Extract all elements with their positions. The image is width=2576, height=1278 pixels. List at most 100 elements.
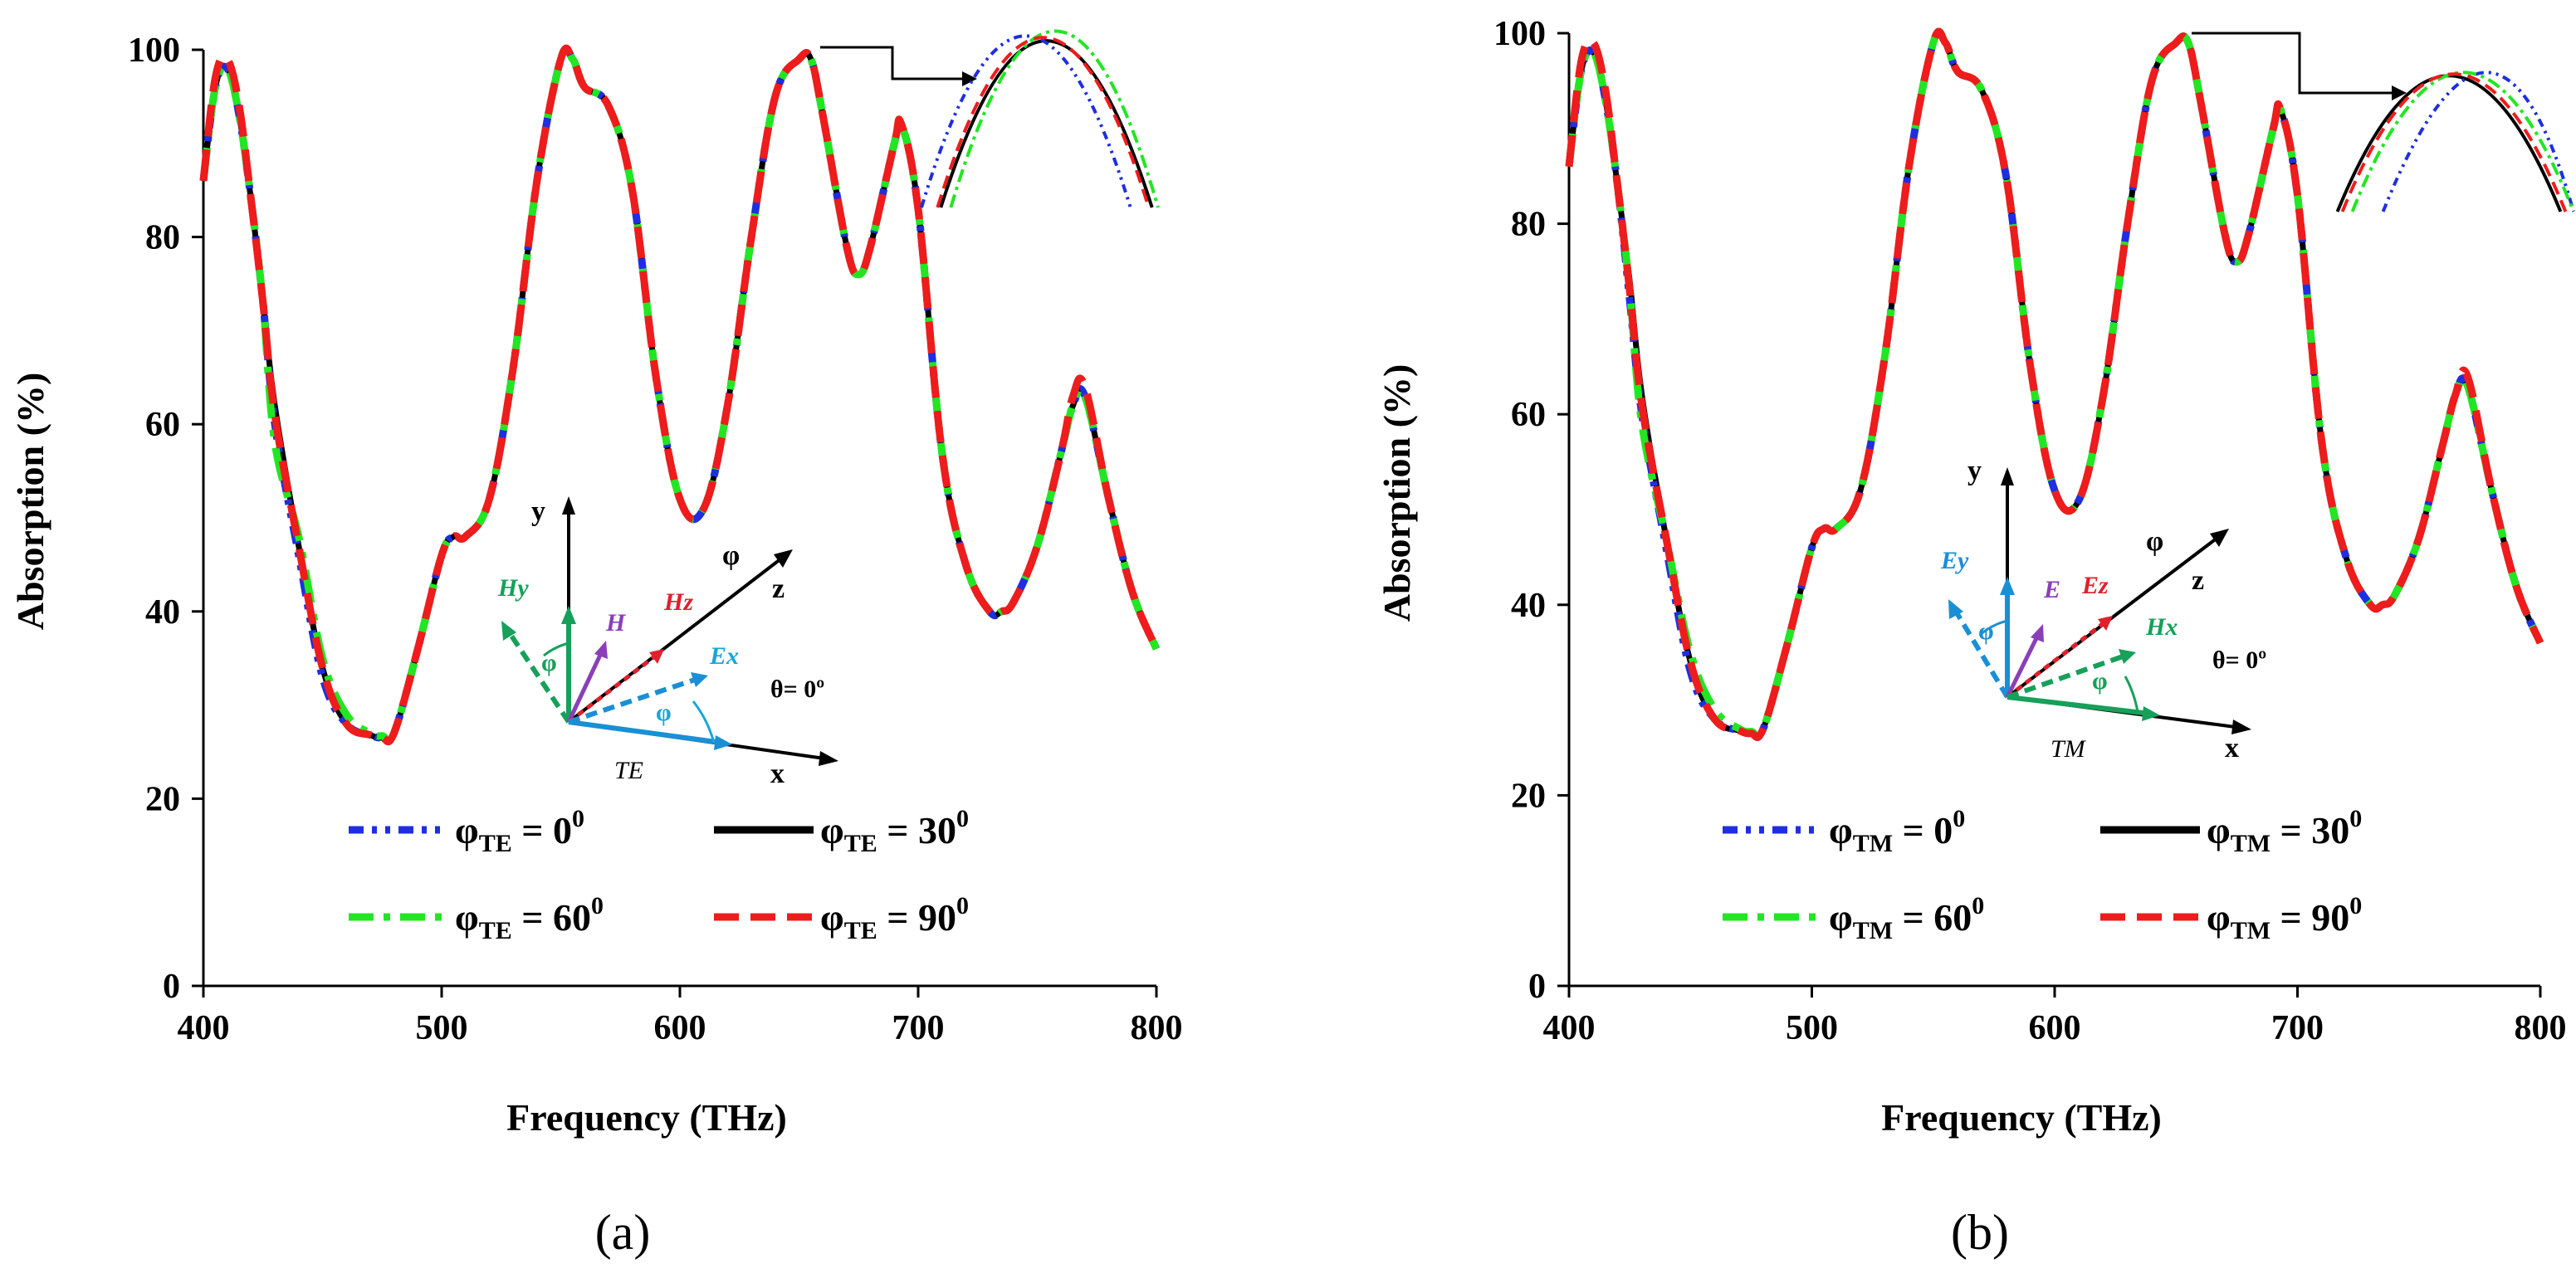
zoom-curve-3: [2340, 72, 2568, 212]
zoom-curve-0: [920, 34, 1132, 208]
zoom-curve-3: [936, 36, 1151, 208]
inset-b-x-label: x: [2225, 733, 2239, 763]
x-tick-label: 700: [2271, 1009, 2324, 1047]
inset-a-phi-label: φ: [722, 540, 740, 571]
inset-a-z-arrowhead: [774, 549, 793, 568]
legend-label-1: φTE = 300: [820, 805, 969, 857]
y-tick-label: 100: [128, 32, 180, 70]
inset-b-ey-dashed-arrowhead: [1948, 599, 1963, 619]
panel-b-zoom-inset: [2192, 32, 2575, 212]
y-tick-label: 20: [145, 780, 180, 818]
panel-a-axes: 0 20 40 60 80 100 400 500 600 700 800 Frequency (TH…: [9, 32, 1183, 1139]
inset-a-hy-label: Hy: [497, 574, 529, 602]
x-tick-label: 700: [892, 1009, 945, 1047]
inset-a-angle-arc-h: [543, 641, 569, 657]
zoom-curve-1: [939, 39, 1154, 208]
inset-a-x-arrowhead: [819, 751, 838, 766]
zoom-curve-0: [2381, 71, 2575, 212]
panel-b-legend: φTM = 00 φTM = 300 φTM = 600 φTM = 900: [1723, 805, 2362, 944]
panel-a-series: [199, 44, 1161, 746]
inset-b-ey-arrowhead: [2000, 577, 2015, 595]
legend-label-3: φTM = 900: [2207, 892, 2362, 944]
inset-b-ey-label: Ey: [1940, 547, 1969, 574]
legend-label-1: φTM = 300: [2207, 805, 2362, 857]
x-tick-label: 500: [1786, 1009, 1838, 1047]
inset-a-ex-dashed-arrowhead: [691, 672, 708, 687]
inset-b-hx-vector: [2007, 695, 2151, 716]
inset-a-x-label: x: [770, 759, 785, 789]
y-tick-label: 100: [1493, 15, 1546, 53]
inset-a-ex-vector: [568, 719, 723, 745]
inset-b-x-arrowhead: [2231, 719, 2251, 734]
inset-a-h-vector: [566, 650, 604, 724]
inset-a-angle-label-h: φ: [541, 649, 557, 676]
y-tick-label: 40: [1511, 587, 1546, 625]
y-axis-title: Absorption (%): [1376, 364, 1418, 622]
inset-a-theta-label: θ= 0º: [770, 676, 824, 703]
inset-b-hx-dashed-vector: [2007, 653, 2126, 700]
inset-a-ex-dashed-vector: [568, 676, 698, 724]
zoom-curve-2: [2350, 71, 2575, 212]
series-line-3: [1565, 27, 2544, 741]
zoom-arrowhead: [2392, 85, 2407, 100]
legend-label-3: φTE = 900: [820, 892, 969, 944]
legend-label-2: φTE = 600: [455, 892, 604, 944]
inset-b-y-arrowhead: [2001, 467, 2014, 485]
y-tick-label: 0: [1528, 968, 1546, 1006]
panel-b-field-diagram: y x z φ θ= 0º TM Ey E Ez Hx: [1940, 456, 2266, 763]
y-tick-label: 20: [1511, 777, 1546, 815]
zoom-curve-1: [2335, 74, 2563, 212]
inset-b-hx-label: Hx: [2145, 613, 2178, 641]
series-line-0: [1565, 27, 2544, 741]
inset-b-y-label: y: [1967, 456, 1982, 486]
legend-label-0: φTM = 00: [1829, 805, 1965, 857]
inset-b-z-axis: [2006, 534, 2222, 699]
zoom-curve-2: [949, 29, 1160, 208]
panel-b-chart: 0 20 40 60 80 100 400 500 600 700 800 Frequency (TH…: [1376, 15, 2575, 1260]
inset-a-hz-label: Hz: [663, 588, 693, 616]
panel-a-legend: φTE = 00 φTE = 300 φTE = 600 φTE = 900: [349, 805, 969, 944]
panel-a-zoom-inset: [820, 29, 1160, 208]
inset-a-hz-arrowhead: [649, 649, 664, 664]
x-tick-label: 800: [1131, 1009, 1183, 1047]
y-axis-title: Absorption (%): [9, 373, 51, 631]
series-line-2: [1565, 27, 2544, 741]
inset-a-y-arrowhead: [562, 496, 575, 515]
inset-a-h-arrowhead: [594, 641, 608, 659]
inset-b-e-label: E: [2043, 576, 2060, 603]
zoom-arrow: [2192, 32, 2395, 95]
y-tick-label: 80: [145, 219, 180, 257]
panel-a-field-diagram: y x z φ θ= 0º TE Hy H Hz Ex: [497, 496, 838, 789]
inset-b-z-label: z: [2192, 565, 2204, 596]
inset-b-mode-label: TM: [2051, 735, 2087, 763]
inset-b-angle-label-h: φ: [2092, 667, 2108, 695]
inset-a-z-label: z: [772, 573, 785, 604]
y-tick-label: 0: [163, 968, 180, 1006]
y-tick-label: 80: [1511, 206, 1546, 244]
panel-b-label: (b): [1951, 1205, 2009, 1260]
x-tick-label: 800: [2515, 1009, 2567, 1047]
x-tick-label: 600: [2029, 1009, 2081, 1047]
x-tick-label: 500: [416, 1009, 468, 1047]
legend-label-2: φTM = 600: [1829, 892, 1984, 944]
inset-b-phi-label: φ: [2146, 526, 2163, 557]
inset-b-e-arrowhead: [2031, 624, 2044, 642]
inset-b-ez-vector: [2006, 621, 2106, 699]
panel-b-axes: 0 20 40 60 80 100 400 500 600 700 800 Frequency (TH…: [1376, 15, 2567, 1139]
inset-b-angle-label-e: φ: [1978, 617, 1994, 645]
series-line-3: [199, 44, 1161, 746]
inset-b-ez-arrowhead: [2098, 616, 2113, 631]
zoom-arrow: [820, 46, 965, 80]
inset-b-ez-label: Ez: [2081, 572, 2109, 599]
panel-a-chart: 0 20 40 60 80 100 400 500 600 700 800 Frequency (TH…: [9, 29, 1183, 1260]
inset-a-hy-dashed-arrowhead: [501, 621, 516, 641]
inset-a-angle-label-e: φ: [656, 699, 672, 726]
zoom-arrowhead: [962, 71, 977, 86]
x-tick-label: 400: [178, 1009, 230, 1047]
inset-a-hy-dashed-vector: [506, 629, 571, 724]
inset-a-ex-label: Ex: [709, 642, 739, 670]
legend-label-0: φTE = 00: [455, 805, 584, 857]
series-line-1: [1566, 28, 2544, 740]
y-tick-label: 60: [145, 406, 180, 444]
inset-b-z-arrowhead: [2210, 529, 2229, 547]
